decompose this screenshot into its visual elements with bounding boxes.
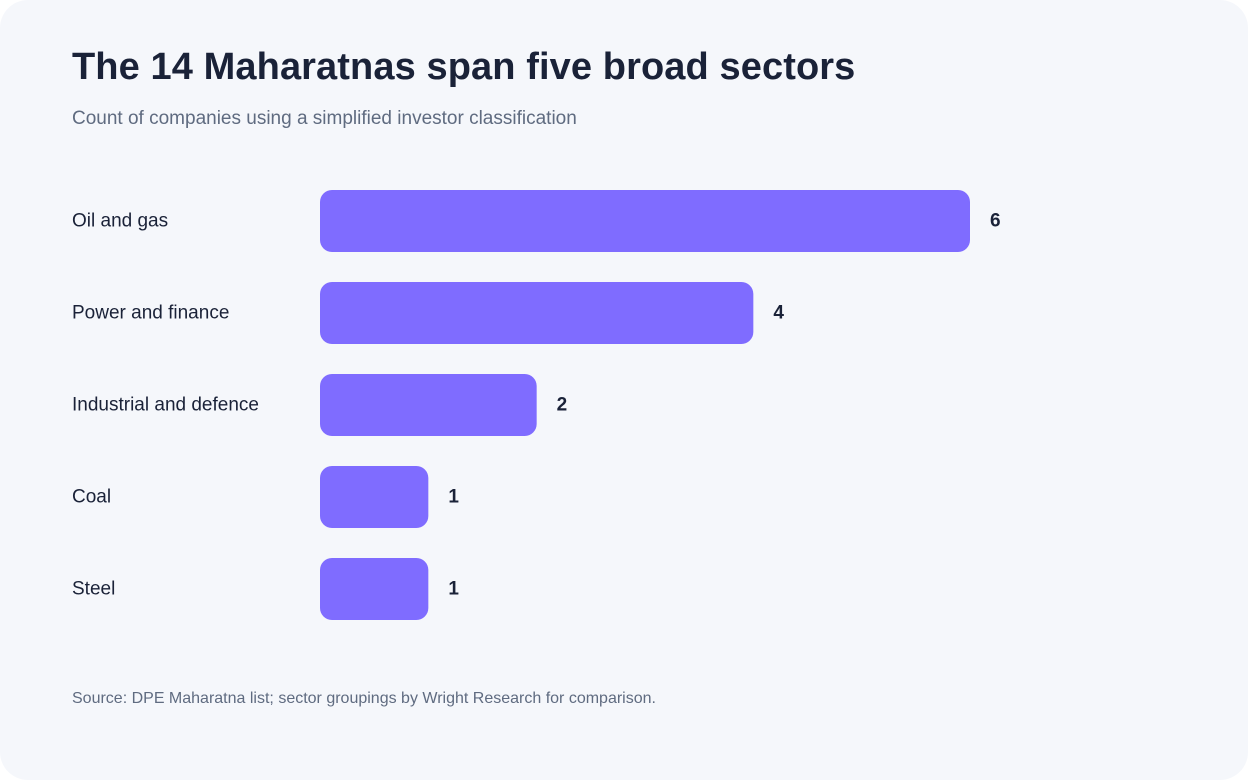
- chart-subtitle: Count of companies using a simplified in…: [72, 108, 577, 129]
- value-label: 4: [773, 303, 784, 324]
- value-label: 1: [448, 487, 459, 508]
- source-note: Source: DPE Maharatna list; sector group…: [72, 690, 656, 707]
- bar-chart: Oil and gas 6 Power and finance 4 Industrial…: [72, 190, 1001, 620]
- bar: [320, 190, 970, 252]
- bar: [320, 282, 754, 344]
- value-label: 2: [557, 395, 568, 416]
- category-label: Coal: [72, 487, 111, 508]
- bar: [320, 466, 429, 528]
- category-label: Oil and gas: [72, 211, 168, 232]
- chart-title: The 14 Maharatnas span five broad sector…: [72, 46, 856, 88]
- category-label: Industrial and defence: [72, 395, 259, 416]
- value-label: 6: [990, 211, 1001, 232]
- bar: [320, 374, 537, 436]
- bar: [320, 558, 429, 620]
- value-label: 1: [448, 579, 459, 600]
- category-label: Steel: [72, 579, 115, 600]
- category-label: Power and finance: [72, 303, 229, 324]
